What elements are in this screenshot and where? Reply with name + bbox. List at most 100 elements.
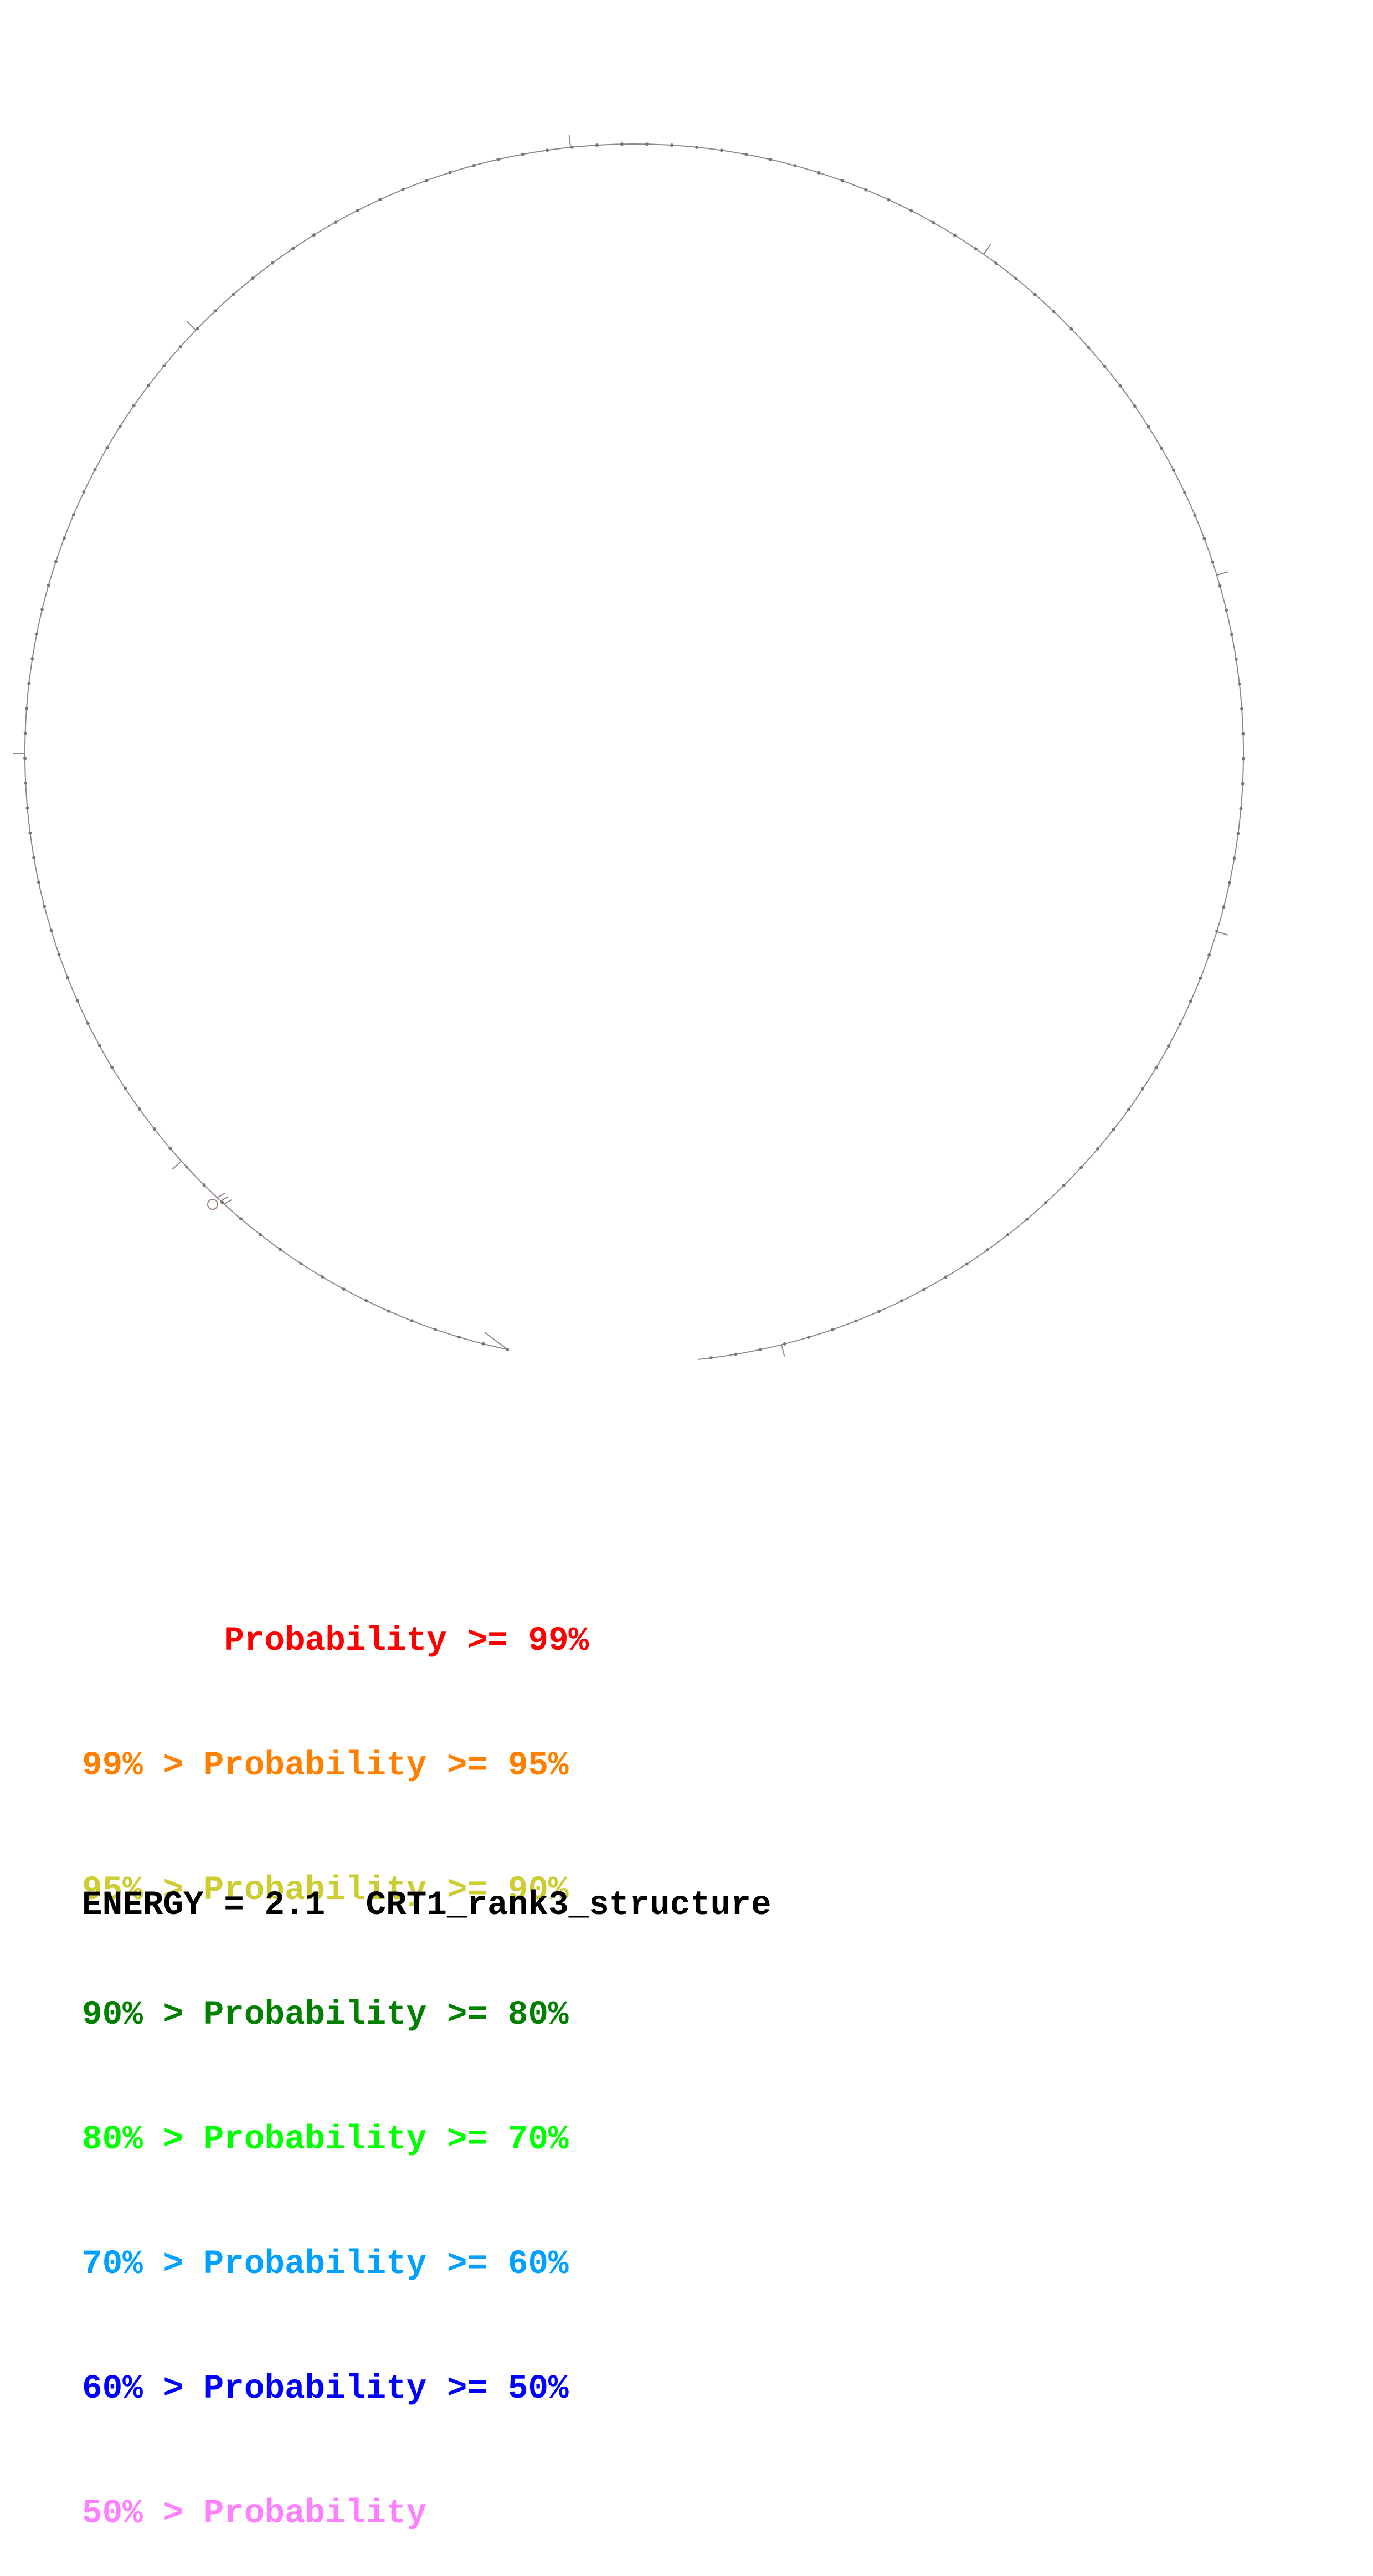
nucleotide-node bbox=[1234, 657, 1238, 661]
nucleotide-node bbox=[719, 148, 723, 152]
nucleotide-node bbox=[110, 1065, 114, 1069]
nucleotide-node bbox=[1236, 832, 1240, 835]
base-pair-stub bbox=[172, 1161, 182, 1170]
nucleotide-node bbox=[817, 171, 821, 175]
nucleotide-node bbox=[994, 261, 998, 265]
nucleotide-node bbox=[1237, 682, 1241, 686]
hairpin-pair bbox=[223, 1199, 232, 1205]
nucleotide-node bbox=[271, 261, 275, 265]
nucleotide-node bbox=[1160, 447, 1164, 450]
nucleotide-node bbox=[147, 383, 151, 387]
nucleotide-node bbox=[152, 1127, 156, 1131]
nucleotide-node bbox=[82, 490, 86, 494]
nucleotide-node bbox=[1171, 468, 1175, 472]
nucleotide-node bbox=[196, 327, 199, 331]
nucleotide-node bbox=[1096, 1147, 1100, 1151]
nucleotide-node bbox=[54, 560, 58, 563]
nucleotide-node bbox=[744, 152, 748, 156]
nucleotide-node bbox=[922, 1287, 926, 1291]
nucleotide-node bbox=[25, 706, 29, 710]
nucleotide-node bbox=[28, 831, 32, 835]
nucleotide-node bbox=[105, 446, 109, 450]
nucleotide-node bbox=[1103, 365, 1107, 368]
nucleotide-node bbox=[63, 536, 66, 540]
nucleotide-nodes bbox=[23, 142, 1245, 1360]
nucleotide-node bbox=[57, 952, 61, 956]
nucleotide-node bbox=[1241, 757, 1245, 761]
nucleotide-node bbox=[645, 142, 649, 146]
structure-name: CRT1_rank3_structure bbox=[366, 1886, 772, 1925]
legend-prefix bbox=[82, 1622, 224, 1660]
nucleotide-node bbox=[1183, 491, 1187, 495]
nucleotide-node bbox=[1062, 1183, 1066, 1187]
nucleotide-node bbox=[1240, 707, 1244, 711]
energy-footer: ENERGY = 2.1 CRT1_rank3_structure bbox=[82, 1886, 772, 1925]
nucleotide-node bbox=[909, 209, 913, 213]
nucleotide-node bbox=[769, 157, 773, 161]
rna-backbone bbox=[24, 143, 1244, 1360]
nucleotide-node bbox=[1014, 276, 1018, 280]
nucleotide-node bbox=[137, 1107, 141, 1111]
nucleotide-node bbox=[521, 152, 524, 156]
nucleotide-node bbox=[232, 293, 235, 296]
nucleotide-node bbox=[841, 179, 845, 183]
legend-text: Probability >= 90% bbox=[203, 1871, 569, 1910]
nucleotide-node bbox=[333, 220, 337, 224]
hairpin-pair bbox=[220, 1196, 229, 1202]
legend-text: Probability >= 99% bbox=[224, 1622, 589, 1660]
nucleotide-node bbox=[695, 145, 699, 149]
nucleotide-node bbox=[783, 1342, 786, 1346]
nucleotide-node bbox=[401, 188, 405, 192]
nucleotide-node bbox=[132, 404, 136, 408]
nucleotide-node bbox=[75, 999, 79, 1003]
nucleotide-node bbox=[30, 656, 34, 660]
nucleotide-node bbox=[457, 1335, 461, 1339]
nucleotide-node bbox=[24, 781, 28, 785]
legend-prefix: 99% > bbox=[82, 1747, 204, 1785]
nucleotide-node bbox=[66, 976, 70, 979]
nucleotide-node bbox=[1199, 976, 1202, 980]
nucleotide-node bbox=[807, 1335, 811, 1339]
nucleotide-node bbox=[71, 513, 75, 517]
nucleotide-node bbox=[1052, 310, 1056, 314]
nucleotide-node bbox=[953, 233, 957, 237]
legend-row-8: 50% > Probability bbox=[82, 2493, 589, 2534]
nucleotide-node bbox=[1127, 1107, 1130, 1111]
nucleotide-node bbox=[1211, 560, 1215, 564]
legend-prefix: 70% > bbox=[82, 2245, 204, 2283]
legend-prefix: 80% > bbox=[82, 2121, 204, 2159]
nucleotide-node bbox=[47, 583, 50, 587]
nucleotide-node bbox=[1079, 1166, 1083, 1169]
nucleotide-node bbox=[49, 928, 53, 932]
nucleotide-node bbox=[496, 157, 500, 161]
nucleotide-node bbox=[1232, 856, 1236, 860]
nucleotide-node bbox=[291, 247, 295, 250]
base-pair-stubs bbox=[13, 135, 1229, 1357]
nucleotide-node bbox=[1227, 881, 1231, 885]
nucleotide-node bbox=[620, 142, 624, 146]
nucleotide-node bbox=[433, 1327, 437, 1331]
nucleotide-node bbox=[854, 1319, 858, 1323]
nucleotide-node bbox=[1141, 1087, 1145, 1091]
legend-prefix: 60% > bbox=[82, 2370, 204, 2408]
base-pair-stub bbox=[983, 244, 991, 255]
nucleotide-node bbox=[259, 1233, 263, 1236]
nucleotide-node bbox=[23, 756, 27, 760]
legend-text: Probability >= 80% bbox=[203, 1996, 569, 2034]
nucleotide-node bbox=[1118, 384, 1122, 388]
nucleotide-node bbox=[37, 880, 40, 884]
legend-row-4: 90% > Probability >= 80% bbox=[82, 1994, 589, 2036]
legend-text: Probability >= 70% bbox=[203, 2121, 569, 2159]
nucleotide-node bbox=[1025, 1217, 1029, 1221]
legend-row-5: 80% > Probability >= 70% bbox=[82, 2119, 589, 2161]
base-pair-stub bbox=[187, 321, 197, 331]
legend-text: Probability >= 50% bbox=[203, 2370, 569, 2408]
nucleotide-node bbox=[900, 1299, 904, 1303]
backbone-end-5prime bbox=[484, 1332, 508, 1350]
nucleotide-node bbox=[43, 905, 47, 909]
nucleotide-node bbox=[220, 1200, 224, 1204]
nucleotide-node bbox=[1241, 732, 1245, 736]
legend-row-6: 70% > Probability >= 60% bbox=[82, 2244, 589, 2285]
hairpin-loop-ring bbox=[207, 1199, 218, 1210]
nucleotide-node bbox=[758, 1348, 762, 1352]
